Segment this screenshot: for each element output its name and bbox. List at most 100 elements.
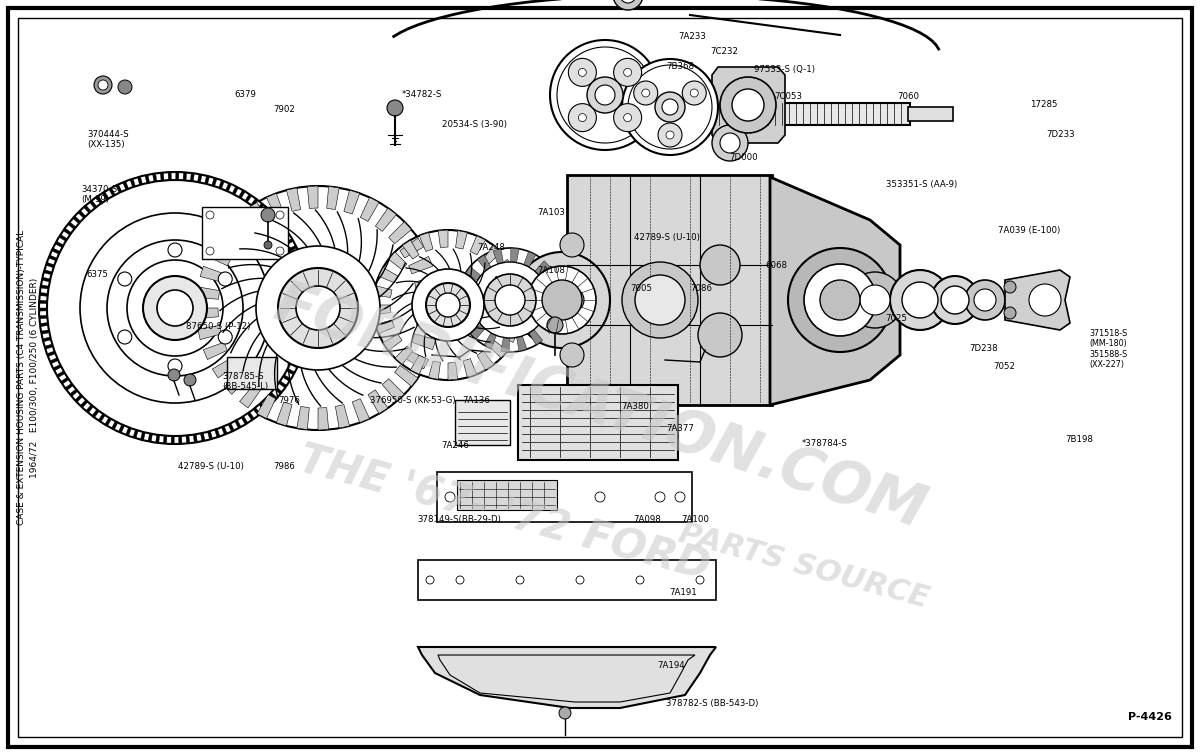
Text: 7A103: 7A103 <box>538 208 565 217</box>
Polygon shape <box>428 361 440 379</box>
Text: PARTS SOURCE: PARTS SOURCE <box>676 519 932 614</box>
Polygon shape <box>402 240 419 259</box>
Polygon shape <box>458 282 474 293</box>
Polygon shape <box>133 430 138 438</box>
Polygon shape <box>650 76 658 81</box>
Polygon shape <box>119 424 125 433</box>
Polygon shape <box>691 142 697 149</box>
Circle shape <box>658 123 682 147</box>
Polygon shape <box>635 62 638 66</box>
Circle shape <box>560 233 584 257</box>
Text: 7A248: 7A248 <box>478 243 505 252</box>
Polygon shape <box>302 313 311 316</box>
Polygon shape <box>368 390 388 414</box>
Circle shape <box>118 80 132 94</box>
Circle shape <box>196 186 440 430</box>
Polygon shape <box>650 106 659 111</box>
Polygon shape <box>623 84 626 86</box>
Polygon shape <box>493 249 504 264</box>
Polygon shape <box>208 431 212 439</box>
Text: 378149-S(BB-29-D): 378149-S(BB-29-D) <box>418 515 502 524</box>
Polygon shape <box>577 137 583 144</box>
Circle shape <box>628 65 712 149</box>
Polygon shape <box>584 140 590 147</box>
Text: 7A246: 7A246 <box>442 441 469 450</box>
Polygon shape <box>302 297 311 300</box>
Polygon shape <box>620 59 624 62</box>
Polygon shape <box>617 125 620 128</box>
Polygon shape <box>637 122 641 126</box>
Polygon shape <box>64 228 72 235</box>
Polygon shape <box>197 287 220 299</box>
Circle shape <box>613 0 643 10</box>
Polygon shape <box>211 177 217 186</box>
Circle shape <box>1004 307 1016 319</box>
Circle shape <box>496 285 526 315</box>
Polygon shape <box>360 197 379 221</box>
Polygon shape <box>335 405 349 428</box>
Polygon shape <box>240 384 260 408</box>
Polygon shape <box>184 172 187 180</box>
Circle shape <box>98 80 108 90</box>
Circle shape <box>732 89 764 121</box>
Circle shape <box>1004 281 1016 293</box>
Text: 6379: 6379 <box>234 90 256 99</box>
Polygon shape <box>637 77 641 81</box>
Text: 7B368: 7B368 <box>666 62 694 71</box>
Polygon shape <box>1006 270 1070 330</box>
Polygon shape <box>635 131 642 138</box>
Polygon shape <box>222 426 227 435</box>
Polygon shape <box>583 103 587 106</box>
Text: 7902: 7902 <box>274 105 295 114</box>
Polygon shape <box>198 325 222 340</box>
Polygon shape <box>42 337 52 342</box>
Circle shape <box>560 343 584 367</box>
FancyBboxPatch shape <box>455 400 510 445</box>
Circle shape <box>143 276 208 340</box>
Circle shape <box>456 576 464 584</box>
Polygon shape <box>661 149 666 155</box>
Circle shape <box>674 492 685 502</box>
Polygon shape <box>257 395 276 418</box>
Circle shape <box>974 289 996 311</box>
Text: 7A108: 7A108 <box>538 266 565 275</box>
Text: 7A100: 7A100 <box>682 515 709 524</box>
Polygon shape <box>43 270 52 275</box>
Polygon shape <box>130 179 136 187</box>
Polygon shape <box>701 74 707 80</box>
Polygon shape <box>40 292 48 296</box>
Polygon shape <box>710 95 718 100</box>
Text: 7986: 7986 <box>274 462 295 471</box>
Polygon shape <box>98 414 106 422</box>
Polygon shape <box>86 405 94 413</box>
FancyBboxPatch shape <box>457 480 557 510</box>
Polygon shape <box>186 435 190 443</box>
Polygon shape <box>200 267 224 282</box>
Circle shape <box>184 374 196 386</box>
Circle shape <box>642 89 649 97</box>
Circle shape <box>426 576 434 584</box>
Text: 7976: 7976 <box>278 396 300 405</box>
Polygon shape <box>84 205 91 213</box>
Polygon shape <box>52 248 60 254</box>
Polygon shape <box>626 83 634 88</box>
Polygon shape <box>556 116 563 122</box>
Polygon shape <box>38 308 47 311</box>
Polygon shape <box>613 72 616 76</box>
Polygon shape <box>709 119 716 123</box>
Polygon shape <box>617 79 620 83</box>
Polygon shape <box>283 374 292 381</box>
Circle shape <box>700 245 740 285</box>
Polygon shape <box>614 64 618 68</box>
Polygon shape <box>523 251 536 267</box>
Circle shape <box>107 240 242 376</box>
Text: 6068: 6068 <box>766 261 787 270</box>
Circle shape <box>1030 284 1061 316</box>
Polygon shape <box>558 64 565 70</box>
Polygon shape <box>590 107 594 110</box>
Polygon shape <box>470 325 485 339</box>
Polygon shape <box>677 148 682 154</box>
Text: 97533-S (Q-1): 97533-S (Q-1) <box>754 65 815 74</box>
Circle shape <box>696 576 704 584</box>
Polygon shape <box>547 292 562 300</box>
